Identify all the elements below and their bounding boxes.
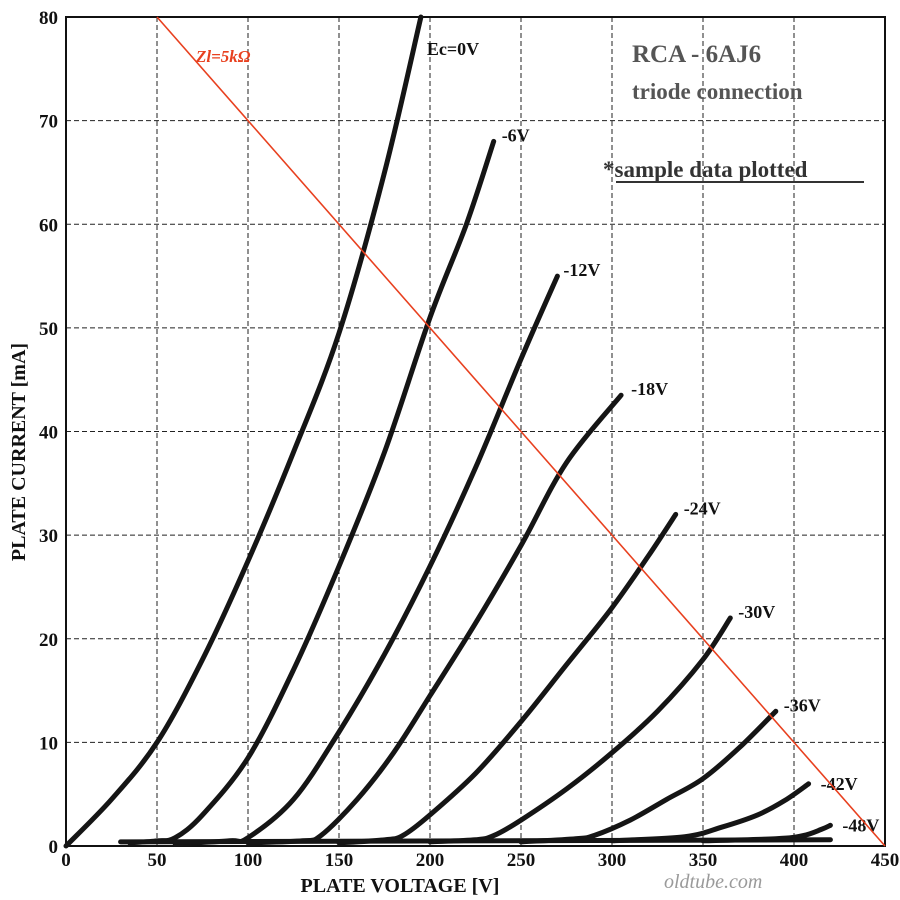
load-line-group: Zl=5kΩ bbox=[156, 16, 886, 847]
x-tick-label: 400 bbox=[780, 850, 809, 871]
y-tick-label: 50 bbox=[39, 319, 58, 340]
x-tick-label: 300 bbox=[598, 850, 627, 871]
y-tick-label: 60 bbox=[39, 215, 58, 236]
series-label: -24V bbox=[684, 498, 721, 518]
series-label: Ec=0V bbox=[427, 39, 479, 59]
y-tick-label: 0 bbox=[49, 837, 59, 858]
y-tick-label: 80 bbox=[39, 8, 58, 29]
series-label: -30V bbox=[738, 602, 775, 622]
x-tick-label: 200 bbox=[416, 850, 445, 871]
cutoff-band bbox=[118, 837, 833, 845]
y-tick-label: 30 bbox=[39, 526, 58, 547]
series-label: -18V bbox=[631, 379, 668, 399]
load-line bbox=[156, 16, 886, 847]
curves: Ec=0V-6V-12V-18V-24V-30V-36V-42V-48V bbox=[63, 14, 879, 849]
chart-subtitle: triode connection bbox=[632, 79, 803, 104]
y-tick-label: 40 bbox=[39, 423, 58, 444]
x-axis-label: PLATE VOLTAGE [V] bbox=[301, 875, 500, 897]
series-label: -12V bbox=[563, 260, 600, 280]
y-tick-label: 10 bbox=[39, 733, 58, 754]
x-tick-label: 50 bbox=[148, 850, 167, 871]
plot-frame bbox=[65, 16, 886, 847]
y-tick-label: 70 bbox=[39, 112, 58, 133]
series-curve-minus-42v bbox=[609, 781, 812, 844]
series-label: -42V bbox=[821, 774, 858, 794]
series-curve-minus-12v bbox=[172, 273, 560, 847]
y-axis-label: PLATE CURRENT [mA] bbox=[8, 343, 30, 561]
watermark: oldtube.com bbox=[664, 871, 762, 893]
chart-title: RCA - 6AJ6 bbox=[632, 41, 761, 68]
series-curve-minus-24v bbox=[336, 511, 679, 846]
series-curve-0v bbox=[63, 14, 424, 849]
series-curve-minus-18v bbox=[245, 392, 624, 846]
series-label: -36V bbox=[784, 695, 821, 715]
load-line-label: Zl=5kΩ bbox=[195, 47, 251, 66]
sample-data-note: *sample data plotted bbox=[603, 157, 808, 182]
x-tick-label: 250 bbox=[507, 850, 536, 871]
x-tick-label: 100 bbox=[234, 850, 263, 871]
y-tick-label: 20 bbox=[39, 630, 58, 651]
grid bbox=[66, 17, 885, 846]
tick-labels: 0 50 100 150 200 250 300 350 400 450 0 10 20 30 40 50 60… bbox=[39, 8, 899, 871]
x-tick-label: 350 bbox=[689, 850, 718, 871]
x-tick-label: 150 bbox=[325, 850, 354, 871]
series-curve-minus-6v bbox=[127, 138, 497, 846]
x-tick-label: 0 bbox=[61, 850, 71, 871]
series-label: -6V bbox=[502, 125, 530, 145]
x-tick-label: 450 bbox=[871, 850, 900, 871]
